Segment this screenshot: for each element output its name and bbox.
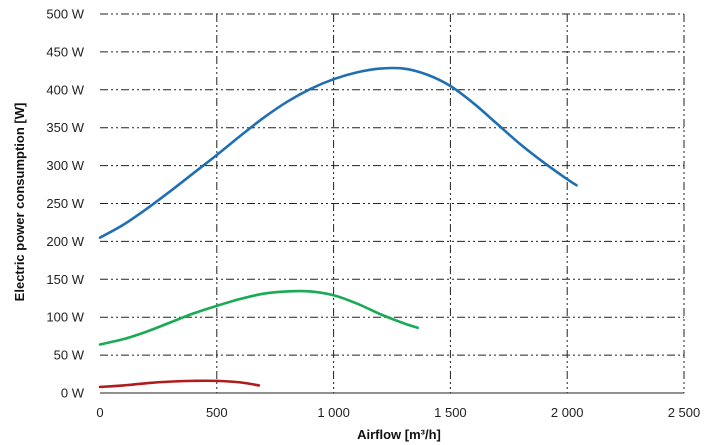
- x-tick-label: 2 500: [668, 405, 701, 420]
- y-axis-ticks: 0 W 50 W 100 W 150 W 200 W 250 W 300 W 350 W 400…: [46, 7, 84, 401]
- grid-layer: [100, 13, 685, 394]
- x-tick-label: 2 000: [551, 405, 584, 420]
- y-tick-label: 350 W: [46, 120, 84, 135]
- series-line-green: [98, 289, 419, 346]
- series-layer: [98, 66, 578, 389]
- y-tick-label: 500 W: [46, 7, 84, 22]
- y-tick-label: 200 W: [46, 234, 84, 249]
- y-tick-label: 400 W: [46, 82, 84, 97]
- x-tick-label: 1 500: [434, 405, 467, 420]
- x-axis-ticks: 0 500 1 000 1 500 2 000 2 500: [96, 405, 700, 420]
- series-line-red: [98, 379, 261, 389]
- x-tick-label: 500: [206, 405, 228, 420]
- y-axis-label: Electric power consumption [W]: [12, 103, 27, 302]
- y-tick-label: 0 W: [61, 386, 85, 401]
- y-tick-label: 50 W: [54, 348, 85, 363]
- y-tick-label: 300 W: [46, 158, 84, 173]
- x-tick-label: 1 000: [317, 405, 350, 420]
- y-tick-label: 100 W: [46, 310, 84, 325]
- y-tick-label: 150 W: [46, 272, 84, 287]
- series-line-blue: [98, 66, 578, 239]
- x-tick-label: 0: [96, 405, 103, 420]
- y-tick-label: 450 W: [46, 44, 84, 59]
- x-axis-label: Airflow [m³/h]: [357, 427, 441, 442]
- y-tick-label: 250 W: [46, 196, 84, 211]
